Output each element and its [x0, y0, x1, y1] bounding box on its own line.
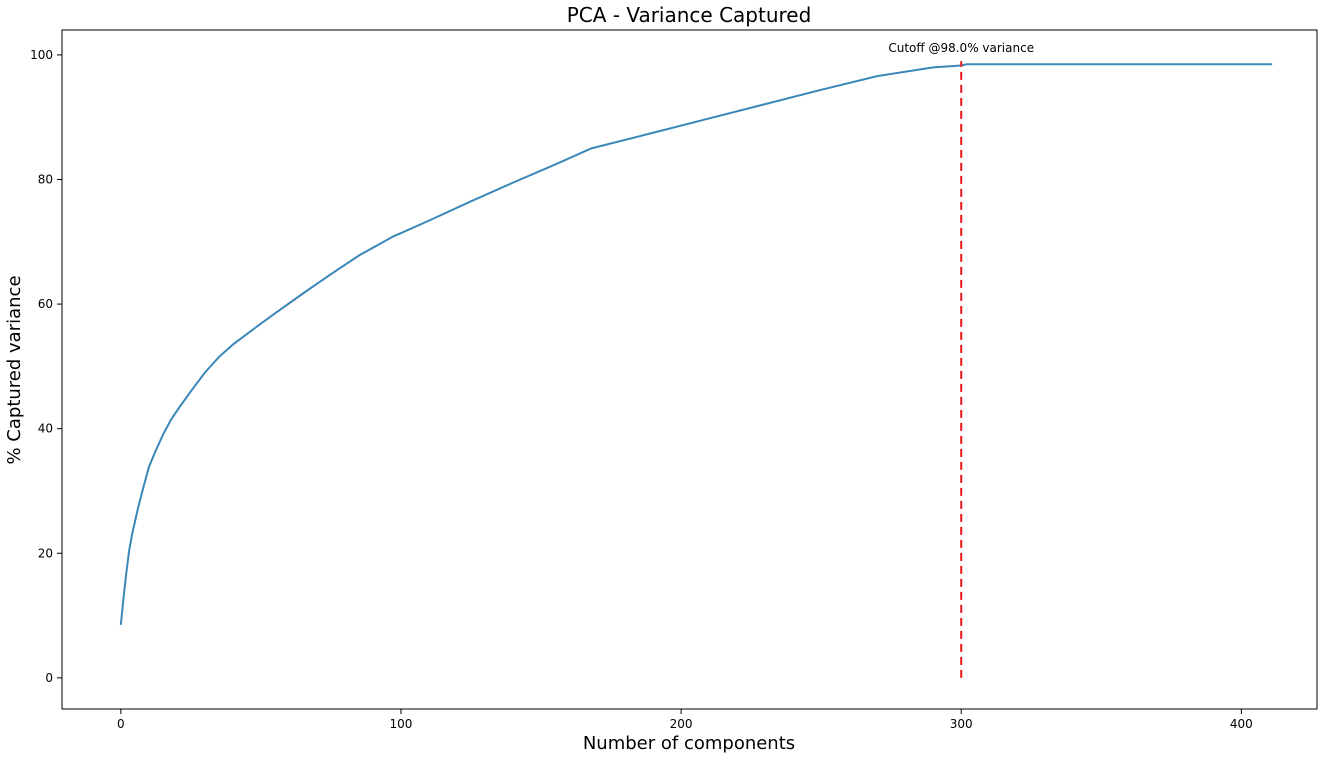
chart-title: PCA - Variance Captured — [567, 3, 812, 27]
x-tick-label: 200 — [670, 717, 693, 731]
y-axis-ticks: 0 20 40 60 80 100 — [30, 48, 62, 685]
y-tick-label: 0 — [45, 671, 53, 685]
y-axis-label: % Captured variance — [4, 275, 25, 464]
x-axis-ticks: 0 100 200 300 400 — [117, 709, 1253, 731]
x-tick-label: 400 — [1230, 717, 1253, 731]
y-tick-label: 40 — [38, 422, 53, 436]
cutoff-annotation: Cutoff @98.0% variance — [888, 41, 1034, 55]
y-tick-label: 80 — [38, 173, 53, 187]
y-tick-label: 100 — [30, 48, 53, 62]
variance-series-line — [119, 63, 1273, 625]
x-tick-label: 0 — [117, 717, 125, 731]
x-tick-label: 300 — [950, 717, 973, 731]
y-tick-label: 60 — [38, 297, 53, 311]
y-tick-label: 20 — [38, 546, 53, 560]
x-axis-label: Number of components — [583, 733, 795, 754]
plot-area-frame — [61, 29, 1318, 710]
x-tick-label: 100 — [390, 717, 413, 731]
